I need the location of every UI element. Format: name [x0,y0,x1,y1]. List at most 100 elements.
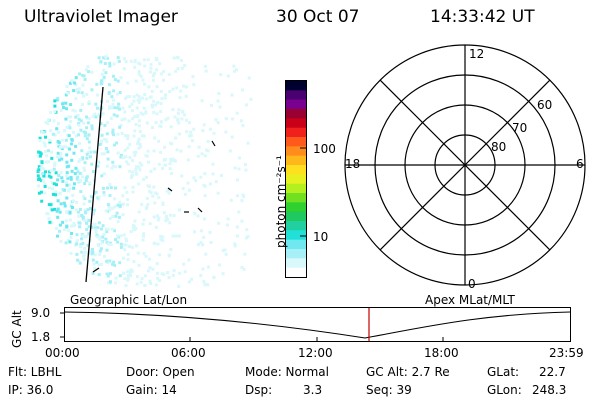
colorbar-tick-label: 10 [313,230,329,244]
image-pixel [112,113,116,117]
dsp-value: 3.3 [303,383,323,397]
image-pixel [126,137,130,141]
image-pixel [99,262,103,266]
image-pixel [122,202,125,206]
image-pixel [85,175,89,179]
image-pixel [102,56,106,60]
image-pixel [65,196,69,200]
image-pixel [82,250,86,254]
image-pixel [204,69,208,73]
image-pixel [244,103,248,107]
image-pixel [47,149,50,153]
image-pixel [56,215,60,219]
image-pixel [51,187,55,191]
image-pixel [187,188,191,192]
image-pixel [246,235,250,238]
image-pixel [120,118,124,122]
image-pixel [108,194,112,197]
gc-alt-axis-label: GC Alt [10,310,24,348]
image-pixel [97,195,101,199]
colorbar-cell [286,230,306,241]
image-pixel [193,230,196,234]
image-pixel [162,78,165,82]
image-pixel [85,137,89,141]
image-pixel [85,126,89,130]
image-pixel [143,284,147,287]
image-pixel [145,197,149,200]
image-pixel [121,106,125,110]
colorbar-cell [286,165,306,175]
image-pixel [136,115,140,118]
image-pixel [40,161,44,165]
image-pixel [103,255,106,258]
image-pixel [159,238,163,241]
image-pixel [118,274,122,278]
image-pixel [37,150,41,154]
image-pixel [40,164,44,168]
mlt-label-18: 18 [345,157,361,171]
image-pixel [207,265,210,269]
image-pixel [65,225,69,229]
altitude-tick-label: 9.0 [31,306,51,320]
image-pixel [176,117,180,121]
image-pixel [152,185,156,189]
image-pixel [43,144,47,148]
apex-coord-label: Apex MLat/MLT [425,293,515,307]
image-pixel [71,193,75,197]
image-pixel [83,77,87,81]
image-pixel [148,222,152,226]
image-pixel [233,166,237,170]
image-pixel [218,105,222,109]
image-pixel [61,102,65,106]
image-pixel [77,179,81,183]
image-pixel [171,234,175,238]
image-pixel [171,108,175,112]
image-pixel [92,208,96,212]
image-pixel [117,59,121,63]
image-pixel [208,127,212,131]
image-pixel [142,252,146,256]
image-pixel [96,226,100,230]
image-pixel [197,145,201,149]
image-pixel [159,150,163,154]
image-pixel [74,144,78,148]
image-pixel [217,92,221,95]
image-pixel [171,273,175,277]
image-pixel [105,56,109,60]
image-pixel [108,105,111,109]
image-pixel [113,197,117,201]
image-pixel [108,208,112,212]
image-pixel [146,154,149,158]
image-pixel [200,152,204,156]
colorbar-cell [286,174,306,185]
image-pixel [101,224,105,228]
image-pixel [83,219,87,222]
image-pixel [61,188,65,192]
image-pixel [81,175,85,179]
image-pixel [151,105,155,109]
image-pixel [219,73,223,77]
gain-value: Gain: 14 [126,383,177,397]
image-pixel [112,133,116,137]
image-pixel [102,75,106,79]
image-pixel [155,68,159,72]
image-pixel [174,234,178,238]
image-pixel [97,263,101,267]
image-pixel [99,79,103,83]
image-pixel [154,225,158,229]
image-pixel [123,186,127,190]
image-pixel [49,110,53,114]
image-pixel [152,215,156,219]
image-pixel [84,179,88,183]
image-pixel [95,93,99,97]
image-pixel [106,242,110,246]
image-pixel [240,219,244,223]
image-pixel [128,156,132,160]
image-pixel [71,206,74,209]
image-pixel [137,124,141,128]
image-pixel [65,85,69,89]
image-pixel [135,244,139,248]
image-pixel [105,230,109,234]
observation-time: 14:33:42 UT [430,7,535,27]
image-pixel [120,131,124,135]
